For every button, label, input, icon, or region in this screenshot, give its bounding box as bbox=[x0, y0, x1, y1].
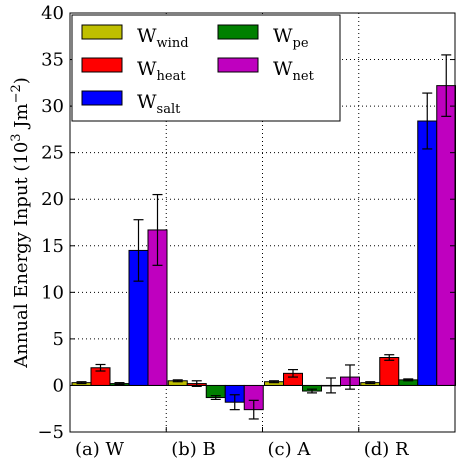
y-tick-label: 30 bbox=[41, 96, 64, 117]
x-tick-label: (b) B bbox=[171, 439, 216, 460]
y-tick-label: −5 bbox=[37, 422, 64, 443]
legend-swatch-pe bbox=[217, 24, 259, 40]
bar-net-4 bbox=[436, 85, 456, 386]
y-axis-label-part: 3 bbox=[9, 133, 24, 141]
x-axis: (a) W (b) B (c) A (d) R bbox=[75, 427, 409, 460]
legend: Wwind Wpe Wheat Wnet Wsalt bbox=[71, 14, 341, 122]
x-tick-label: (d) R bbox=[364, 439, 409, 460]
y-axis-label-part: ) bbox=[11, 77, 32, 84]
y-axis-label: Annual Energy Input (103 Jm−2) bbox=[9, 77, 32, 369]
legend-label-net: Wnet bbox=[273, 58, 315, 84]
bars bbox=[71, 85, 456, 411]
x-tick-label: (c) A bbox=[268, 439, 312, 460]
y-tick-label: 10 bbox=[41, 282, 64, 303]
legend-label-salt: Wsalt bbox=[137, 91, 181, 117]
y-tick-label: 40 bbox=[41, 3, 64, 24]
y-tick-label: 15 bbox=[41, 236, 64, 257]
error-bars bbox=[76, 54, 452, 420]
bar-heat-4 bbox=[379, 357, 400, 386]
y-tick-label: 0 bbox=[53, 375, 64, 396]
x-tick-label: (a) W bbox=[75, 439, 124, 460]
legend-swatch-salt bbox=[81, 90, 123, 106]
y-axis-label-part: Jm bbox=[11, 103, 32, 133]
legend-label-wind: Wwind bbox=[137, 25, 189, 51]
legend-swatch-wind bbox=[81, 24, 123, 40]
legend-label-heat: Wheat bbox=[137, 58, 186, 84]
legend-label-pe: Wpe bbox=[273, 25, 309, 51]
y-tick-label: 5 bbox=[53, 329, 64, 350]
y-axis: −5 0 5 10 15 20 25 30 35 40 bbox=[37, 3, 455, 443]
y-tick-label: 25 bbox=[41, 143, 64, 164]
y-tick-label: 35 bbox=[41, 50, 64, 71]
legend-swatch-heat bbox=[81, 57, 123, 73]
y-axis-label-part: −2 bbox=[9, 84, 24, 103]
bar-salt-4 bbox=[417, 120, 438, 386]
y-tick-label: 20 bbox=[41, 189, 64, 210]
legend-swatch-net bbox=[217, 57, 259, 73]
y-axis-label-part: Annual Energy Input (10 bbox=[11, 142, 32, 369]
